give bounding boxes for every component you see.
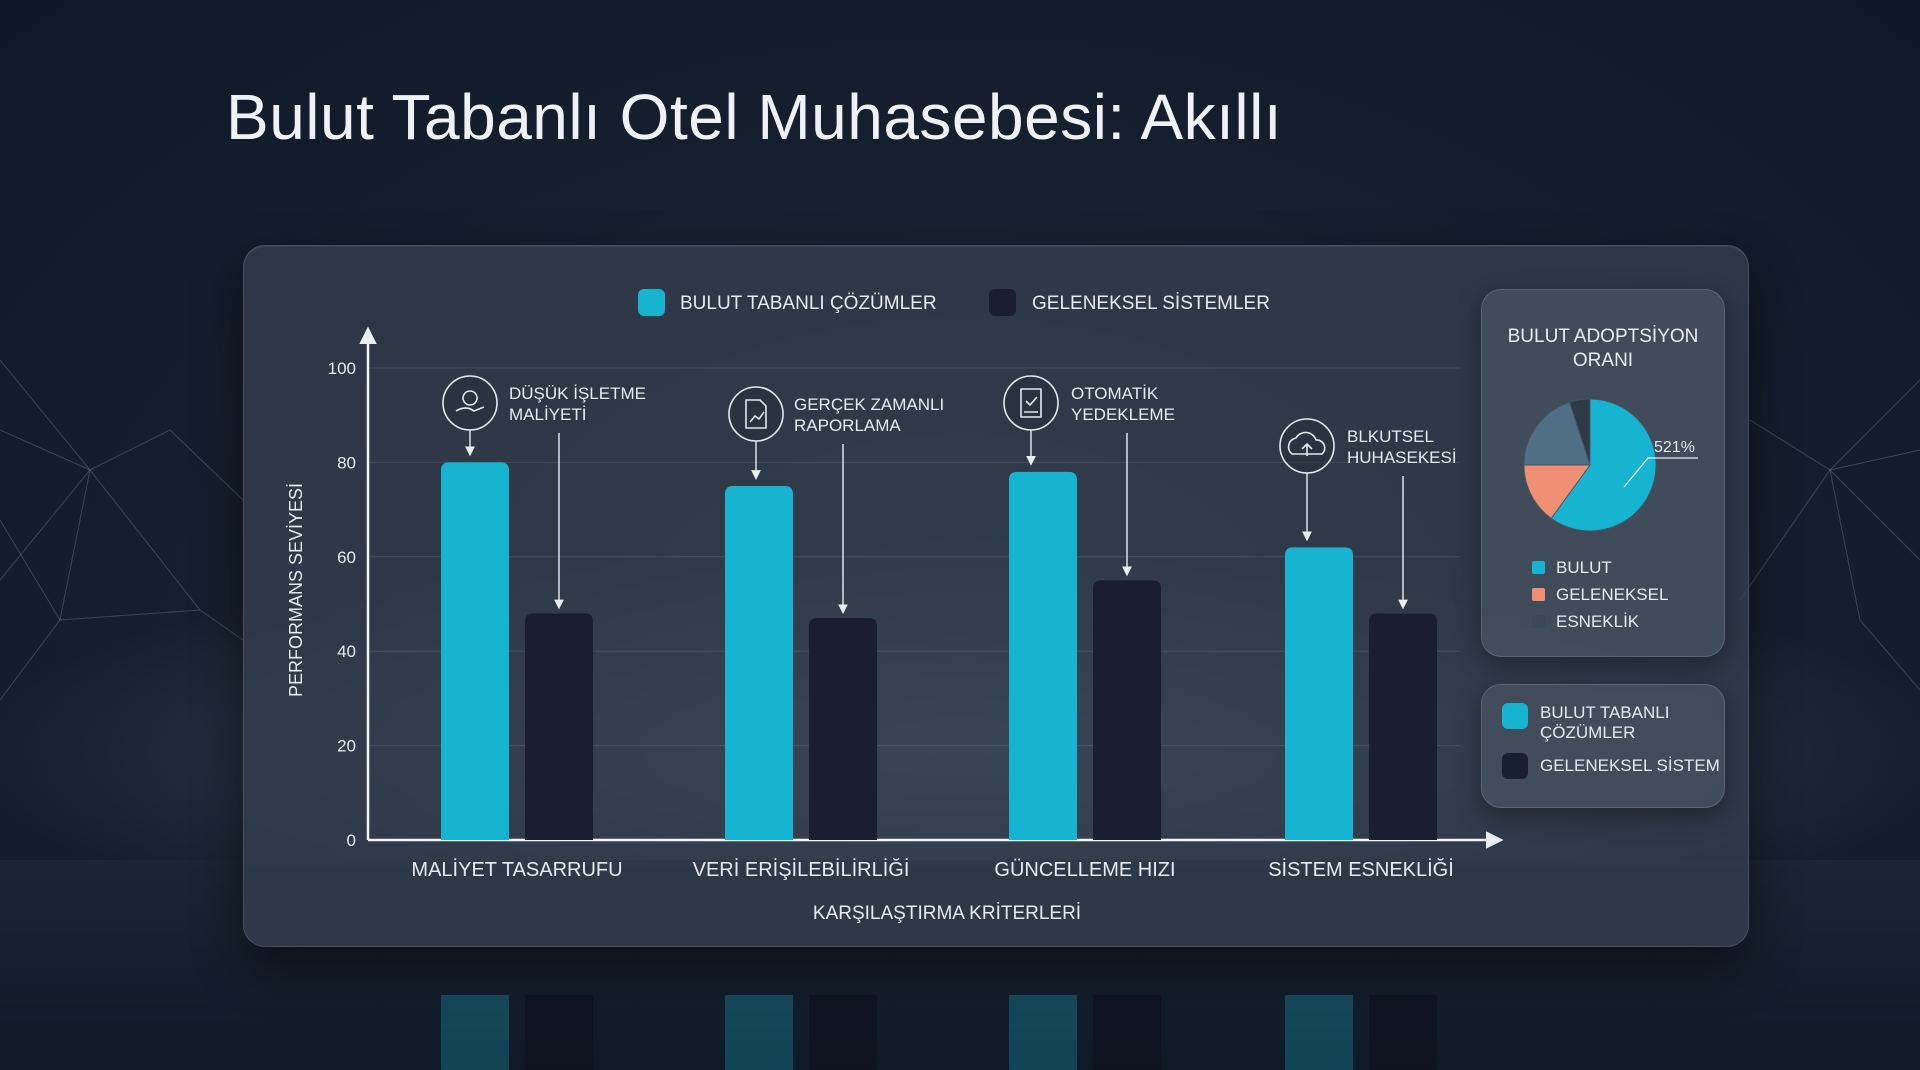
annotation-label: GERÇEK ZAMANLI <box>794 395 944 414</box>
bar-traditional <box>1369 613 1437 840</box>
bar-traditional <box>1093 580 1161 840</box>
series-legend-item-traditional: GELENEKSEL SİSTEM <box>1502 753 1720 779</box>
annotation-label: MALİYETİ <box>509 405 586 424</box>
bar-reflection-cloud <box>441 995 509 1070</box>
y-tick-label: 40 <box>337 642 356 661</box>
bar-reflection-traditional <box>1369 995 1437 1070</box>
legend-swatch-traditional <box>989 289 1016 316</box>
bar-reflection-traditional <box>1093 995 1161 1070</box>
series-legend: BULUT TABANLI ÇÖZÜMLER GELENEKSEL SİSTEM <box>1502 703 1720 789</box>
bar-traditional <box>809 618 877 840</box>
y-tick-label: 0 <box>347 831 356 850</box>
y-tick-label: 100 <box>328 359 356 378</box>
report-chart-icon <box>728 386 784 442</box>
bar-cloud <box>725 486 793 840</box>
pie-legend-item-esneklik: ESNEKLİK <box>1532 608 1668 635</box>
series-legend-label-traditional: GELENEKSEL SİSTEM <box>1540 756 1720 775</box>
pie-legend-swatch-bulut <box>1532 561 1545 574</box>
bar-reflection-cloud <box>725 995 793 1070</box>
pie-legend-label-geleneksel: GELENEKSEL <box>1556 584 1669 604</box>
backup-document-icon-glyph <box>1020 388 1042 418</box>
pie-title-line-2: ORANI <box>1572 350 1634 371</box>
bar-reflection-cloud <box>1285 995 1353 1070</box>
y-tick-label: 80 <box>337 453 356 472</box>
bar-reflection-traditional <box>809 995 877 1070</box>
pie-slice-geleneksel <box>1523 464 1591 520</box>
x-axis-title: KARŞILAŞTIRMA KRİTERLERİ <box>813 903 1081 924</box>
pie-legend: BULUT GELENEKSEL ESNEKLİK <box>1532 554 1668 635</box>
annotation-label: HUHASEKESİ <box>1347 448 1457 467</box>
legend-label-cloud: BULUT TABANLI ÇÖZÜMLER <box>680 293 937 314</box>
money-hand-icon <box>442 375 498 431</box>
pie-legend-swatch-esneklik <box>1532 615 1545 628</box>
x-tick-label: GÜNCELLEME HIZI <box>994 859 1175 881</box>
pie-title-line-1: BULUT ADOPTSİYON <box>1507 326 1699 347</box>
pie-legend-item-bulut: BULUT <box>1532 554 1668 581</box>
annotation-label: DÜŞÜK İŞLETME <box>509 384 646 403</box>
x-tick-label: MALİYET TASARRUFU <box>411 858 622 881</box>
series-legend-swatch-traditional <box>1502 753 1528 779</box>
page-title: Bulut Tabanlı Otel Muhasebesi: Akıllı <box>226 81 1283 153</box>
legend-swatch-cloud <box>638 289 665 316</box>
pie-slice-bulut <box>1550 398 1657 532</box>
pie-callout-line <box>1623 457 1698 488</box>
report-chart-icon-glyph <box>745 399 767 429</box>
x-tick-label: SİSTEM ESNEKLİĞİ <box>1268 858 1454 881</box>
y-tick-label: 20 <box>337 737 356 756</box>
y-tick-label: 60 <box>337 548 356 567</box>
bar-reflection-cloud <box>1009 995 1077 1070</box>
series-legend-label-cloud: BULUT TABANLI ÇÖZÜMLER <box>1540 703 1670 742</box>
adoption-pie-chart: 521% <box>1523 398 1698 532</box>
adoption-pie-card: 521% BULUT ADOPTSİYON ORANI BULUT GELENE… <box>1481 289 1725 657</box>
y-axis-title: PERFORMANS SEVİYESİ <box>286 483 306 697</box>
series-legend-card: BULUT TABANLI ÇÖZÜMLER GELENEKSEL SİSTEM <box>1481 684 1725 808</box>
annotation-label: OTOMATİK <box>1071 384 1159 403</box>
pie-slice-other <box>1568 398 1591 466</box>
pie-callout-label: 521% <box>1654 439 1695 456</box>
bar-traditional <box>525 613 593 840</box>
bar-reflection-traditional <box>525 995 593 1070</box>
bar-cloud <box>1009 471 1077 840</box>
pie-title: BULUT ADOPTSİYON ORANI <box>1482 325 1724 373</box>
annotation-label: BLKUTSEL <box>1347 427 1434 446</box>
annotation-label: RAPORLAMA <box>794 416 901 435</box>
cloud-upload-icon-glyph <box>1287 431 1326 456</box>
pie-slice-esnekli̇k <box>1523 401 1591 466</box>
bar-cloud <box>441 462 509 840</box>
x-tick-label: VERİ ERİŞİLEBİLİRLİĞİ <box>693 858 910 881</box>
pie-legend-swatch-geleneksel <box>1532 588 1545 601</box>
annotation-label: YEDEKLEME <box>1071 405 1175 424</box>
bar-cloud <box>1285 547 1353 840</box>
series-legend-swatch-cloud <box>1502 703 1528 729</box>
money-hand-icon-glyph <box>455 390 485 412</box>
pie-legend-label-esneklik: ESNEKLİK <box>1556 611 1640 631</box>
legend-label-traditional: GELENEKSEL SİSTEMLER <box>1032 293 1270 314</box>
pie-legend-label-bulut: BULUT <box>1556 557 1612 577</box>
pie-legend-item-geleneksel: GELENEKSEL <box>1532 581 1668 608</box>
series-legend-item-cloud: BULUT TABANLI ÇÖZÜMLER <box>1502 703 1720 743</box>
